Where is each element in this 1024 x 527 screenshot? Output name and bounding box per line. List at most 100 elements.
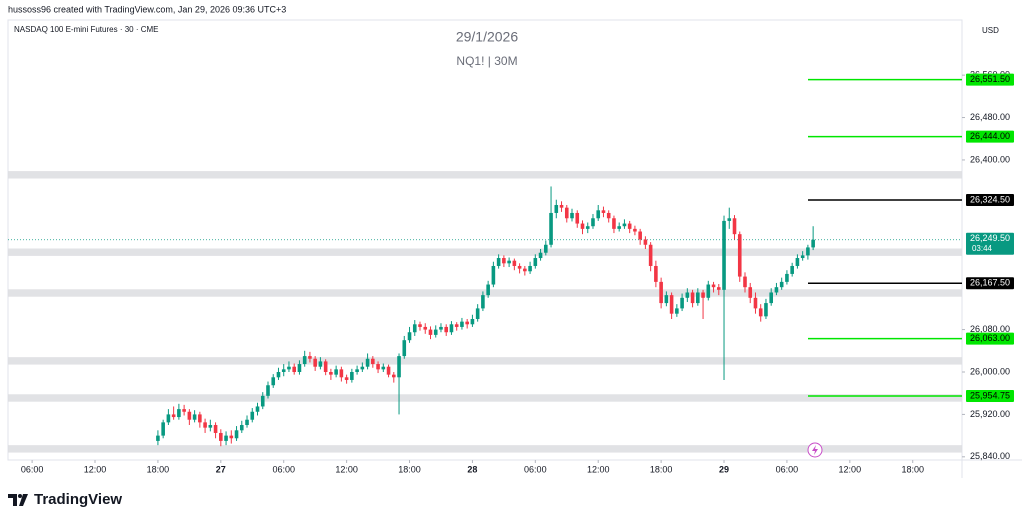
candle-body	[496, 258, 501, 266]
logo	[8, 494, 28, 506]
candle-body	[633, 228, 637, 232]
level-label: 26,167.50	[970, 278, 1010, 288]
level-label-box	[966, 73, 1014, 86]
candle-body	[554, 205, 559, 213]
candle-body	[685, 292, 690, 298]
candle-body	[811, 239, 815, 248]
zone	[8, 445, 962, 453]
candle-body	[580, 223, 585, 229]
candle-body	[722, 220, 726, 290]
zone	[8, 248, 962, 256]
level-label: 25,954.75	[970, 390, 1010, 400]
candle-body	[475, 308, 480, 319]
y-tick-label: 25,920.00	[970, 409, 1010, 419]
candle-body	[156, 435, 160, 441]
level-label: 26,551.50	[970, 74, 1010, 84]
x-tick-label: 06:00	[524, 464, 547, 474]
candle-body	[585, 226, 590, 229]
candle-body	[281, 369, 286, 372]
candle-body	[376, 364, 380, 370]
candle-body	[192, 414, 197, 420]
candle-body	[454, 324, 459, 327]
candle-body	[203, 422, 207, 428]
candle-body	[680, 297, 684, 309]
candle-body	[171, 414, 176, 418]
zone	[8, 171, 962, 179]
zone	[8, 394, 962, 402]
candle-body	[764, 303, 768, 317]
candle-body	[711, 284, 716, 288]
candle-body	[564, 207, 569, 219]
candle-body	[748, 287, 753, 298]
candle-body	[523, 268, 527, 272]
x-tick-label: 28	[467, 464, 477, 474]
zone	[8, 357, 962, 365]
x-tick-label: 18:00	[398, 464, 421, 474]
candle-body	[397, 356, 401, 378]
candle-body	[795, 258, 800, 266]
candle-body	[460, 321, 464, 327]
candle-body	[774, 287, 779, 293]
level-label: 26,324.50	[970, 194, 1010, 204]
countdown: 03:44	[972, 244, 993, 253]
candle-body	[255, 406, 260, 412]
candle-body	[669, 295, 674, 314]
candle-body	[344, 377, 349, 380]
level-label: 26,444.00	[970, 131, 1010, 141]
candle-body	[439, 326, 443, 330]
x-tick-label: 12:00	[839, 464, 862, 474]
candle-body	[297, 364, 302, 372]
candle-body	[313, 358, 317, 367]
candle-body	[323, 361, 328, 372]
candle-body	[229, 435, 234, 439]
candle-body	[407, 332, 412, 341]
candle-body	[339, 369, 344, 378]
candle-body	[559, 205, 564, 208]
x-tick-label: 27	[216, 464, 226, 474]
candle-body	[292, 366, 296, 372]
candle-body	[716, 287, 721, 290]
candle-body	[627, 223, 632, 229]
currency: USD	[982, 26, 999, 35]
candle-body	[659, 281, 663, 304]
candle-body	[806, 247, 810, 256]
candle-body	[664, 295, 669, 304]
candle-body	[737, 234, 742, 277]
zone	[8, 289, 962, 297]
x-tick-label: 29	[719, 464, 729, 474]
candle-body	[591, 218, 595, 227]
candle-body	[690, 292, 695, 304]
candle-body	[402, 340, 407, 357]
candle-body	[182, 409, 186, 412]
candle-body	[533, 258, 538, 266]
candle-body	[381, 366, 386, 370]
level-label-box	[966, 277, 1014, 290]
candle-body	[538, 252, 543, 259]
chart-title: 29/1/2026	[456, 29, 518, 45]
candle-body	[308, 356, 312, 359]
y-tick-label: 26,480.00	[970, 112, 1010, 122]
candle-body	[769, 292, 773, 304]
x-tick-label: 18:00	[147, 464, 170, 474]
candle-body	[213, 425, 218, 433]
candle-body	[365, 358, 370, 367]
y-tick-label: 26,000.00	[970, 366, 1010, 376]
candle-body	[224, 435, 228, 441]
candle-body	[648, 244, 653, 266]
level-label-box	[966, 389, 1014, 402]
candle-body	[208, 425, 213, 428]
candle-body	[465, 321, 469, 325]
candle-body	[606, 212, 611, 219]
candle-body	[239, 425, 244, 431]
level-label-box	[966, 130, 1014, 143]
candle-body	[391, 374, 396, 378]
candle-body	[161, 422, 165, 436]
candle-body	[753, 297, 758, 309]
level-label-box	[966, 193, 1014, 206]
candle-body	[617, 226, 621, 229]
candle-body	[622, 223, 627, 227]
candle-body	[329, 372, 333, 375]
candle-body	[276, 372, 281, 378]
candle-body	[219, 432, 223, 441]
